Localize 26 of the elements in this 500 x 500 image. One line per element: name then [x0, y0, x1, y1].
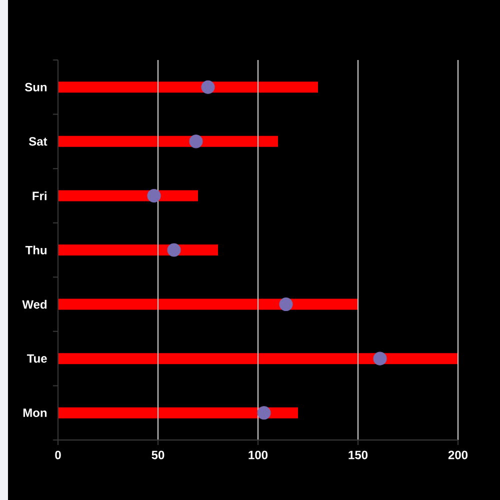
bar [58, 190, 198, 202]
y-tick-label: Fri [32, 191, 46, 200]
point [201, 80, 215, 94]
point [257, 406, 271, 420]
x-tick-label: 200 [448, 450, 468, 460]
y-tick-label: Wed [22, 300, 47, 309]
y-tick-label: Tue [26, 354, 47, 363]
point [189, 134, 203, 148]
bar [58, 298, 358, 310]
x-tick-label: 0 [55, 450, 61, 460]
bar [58, 244, 218, 256]
point [167, 243, 181, 257]
x-tick-label: 50 [152, 450, 164, 460]
bar [58, 407, 298, 418]
bar [58, 136, 278, 147]
y-tick-label: Sat [28, 137, 48, 146]
bar [58, 82, 318, 93]
y-tick-label: Mon [23, 408, 47, 418]
point [147, 188, 161, 202]
x-tick-label: 100 [248, 450, 268, 460]
point [279, 298, 293, 312]
y-tick-label: Thu [25, 246, 47, 254]
point [373, 352, 387, 366]
bar [58, 353, 458, 364]
x-tick-label: 150 [348, 450, 368, 460]
y-tick-label: Sun [24, 82, 47, 92]
